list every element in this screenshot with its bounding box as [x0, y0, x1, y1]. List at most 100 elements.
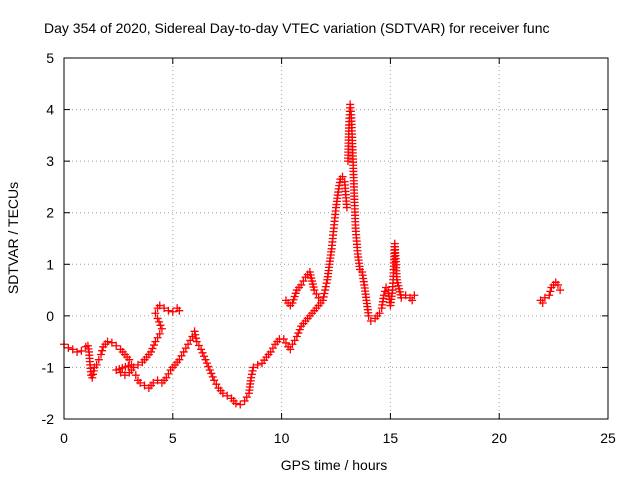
data-point-marker: [208, 372, 217, 381]
y-tick-label: 4: [46, 102, 54, 118]
data-point-marker: [253, 360, 262, 369]
data-point-marker: [98, 346, 107, 355]
data-point-marker: [321, 282, 330, 291]
data-point-marker: [320, 289, 329, 298]
data-point-marker: [295, 325, 304, 334]
data-point-marker: [366, 317, 375, 326]
y-tick-label: 1: [46, 256, 54, 272]
data-point-marker: [379, 291, 388, 300]
data-point-marker: [401, 291, 410, 300]
data-point-marker: [236, 400, 245, 409]
data-point-marker: [192, 334, 201, 343]
data-point-marker: [94, 355, 103, 364]
data-point-marker: [218, 389, 227, 398]
data-point-marker: [556, 286, 565, 295]
data-point-marker: [247, 370, 256, 379]
x-tick-label: 10: [274, 430, 290, 446]
data-point-marker: [202, 359, 211, 368]
data-point-marker: [249, 363, 258, 372]
data-point-marker: [190, 327, 199, 336]
data-point-marker: [112, 341, 121, 350]
data-point-marker: [133, 360, 142, 369]
data-point-marker: [155, 301, 164, 310]
data-point-marker: [68, 345, 77, 354]
data-point-marker: [120, 371, 129, 380]
data-point-marker: [205, 366, 214, 375]
data-point-marker: [207, 369, 216, 378]
data-point-marker: [136, 378, 145, 387]
data-point-marker: [160, 304, 169, 313]
y-axis-label: SDTVAR / TECUs: [5, 182, 21, 294]
data-point-marker: [198, 348, 207, 357]
x-tick-label: 25: [600, 430, 616, 446]
data-point-marker: [546, 287, 555, 296]
data-point-marker: [125, 355, 134, 364]
y-tick-label: 3: [46, 153, 54, 169]
data-point-marker: [149, 378, 158, 387]
data-point-marker: [199, 352, 208, 361]
data-point-marker: [151, 309, 160, 318]
data-point-marker: [318, 296, 327, 305]
x-tick-label: 20: [491, 430, 507, 446]
data-point-marker: [155, 317, 164, 326]
data-point-marker: [197, 345, 206, 354]
data-point-marker: [338, 172, 347, 181]
data-point-marker: [88, 373, 97, 382]
data-point-marker: [322, 279, 331, 288]
y-tick-label: -1: [42, 359, 55, 375]
y-tick-label: 0: [46, 308, 54, 324]
data-point-marker: [168, 307, 177, 316]
data-point-marker: [116, 368, 125, 377]
data-point-marker: [223, 391, 232, 400]
chart-title: Day 354 of 2020, Sidereal Day-to-day VTE…: [44, 20, 550, 36]
data-point-marker: [92, 360, 101, 369]
y-axis-ticks: -2 -1 0 1 2 3 4 5: [42, 50, 608, 427]
data-point-marker: [131, 371, 140, 380]
data-point-marker: [175, 306, 184, 315]
data-point-marker: [319, 292, 328, 301]
data-points: [60, 100, 565, 409]
data-point-marker: [375, 309, 384, 318]
data-point-marker: [157, 324, 166, 333]
y-tick-label: 2: [46, 205, 54, 221]
data-point-marker: [538, 298, 547, 307]
data-point-marker: [148, 344, 157, 353]
plot-frame: [63, 57, 609, 420]
data-point-marker: [410, 291, 419, 300]
data-point-marker: [201, 355, 210, 364]
data-point-marker: [314, 293, 323, 302]
data-point-marker: [149, 341, 158, 350]
data-point-marker: [155, 329, 164, 338]
data-point-marker: [129, 363, 138, 372]
x-axis-ticks: 0 5 10 15 20 25: [60, 58, 616, 446]
data-point-marker: [231, 399, 240, 408]
data-point-marker: [191, 330, 200, 339]
data-point-marker: [294, 329, 303, 338]
data-point-marker: [153, 314, 162, 323]
data-point-marker: [364, 311, 373, 320]
data-point-marker: [204, 362, 213, 371]
data-point-marker: [292, 332, 301, 341]
data-point-marker: [107, 338, 116, 347]
data-point-marker: [112, 366, 121, 375]
data-point-marker: [64, 343, 73, 352]
data-point-marker: [408, 296, 417, 305]
data-point-marker: [397, 293, 406, 302]
data-point-marker: [248, 366, 257, 375]
data-point-marker: [164, 306, 173, 315]
data-point-marker: [147, 347, 156, 356]
data-point-marker: [73, 347, 82, 356]
data-point-marker: [96, 350, 105, 359]
x-axis-label: GPS time / hours: [281, 457, 388, 473]
data-point-marker: [77, 346, 86, 355]
data-point-marker: [342, 203, 351, 212]
data-point-marker: [553, 280, 562, 289]
x-tick-label: 5: [169, 430, 177, 446]
data-point-marker: [247, 373, 256, 382]
y-tick-label: 5: [46, 50, 54, 66]
data-point-marker: [103, 337, 112, 346]
data-point-marker: [286, 345, 295, 354]
data-point-marker: [156, 321, 165, 330]
